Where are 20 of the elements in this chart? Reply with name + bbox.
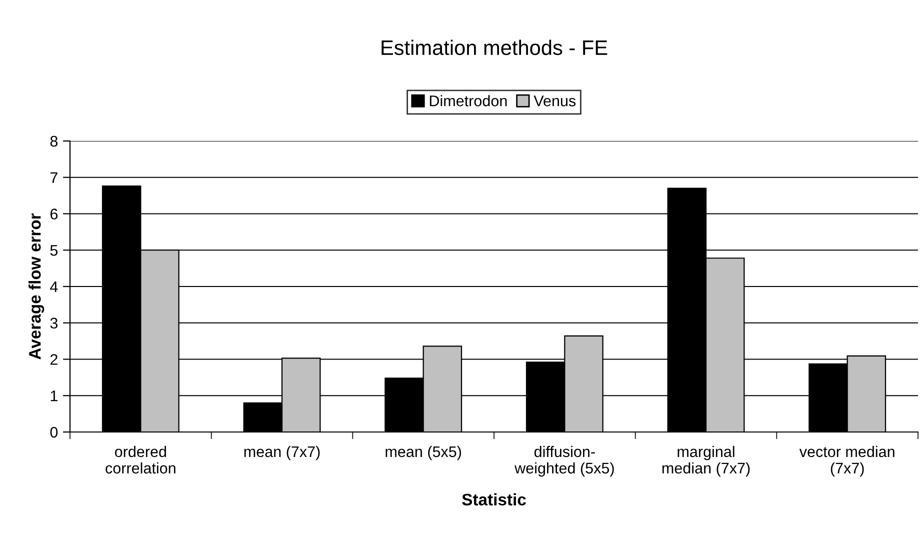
y-tick-label: 4	[50, 282, 58, 292]
x-tick-label: marginal median (7x7)	[662, 446, 750, 477]
y-tick-label: 5	[50, 245, 58, 256]
y-tick-label: 6	[50, 208, 58, 220]
x-axis-title: Statistic	[462, 493, 526, 506]
legend-label: Dimetrodon	[430, 95, 507, 106]
legend-label: Venus	[534, 96, 576, 106]
y-axis-title: Average flow error	[28, 213, 44, 360]
x-tick-label: diffusion- weighted (5x5)	[514, 446, 614, 477]
y-tick-label: 2	[50, 354, 58, 365]
y-tick-label: 3	[50, 318, 58, 329]
x-tick-label: ordered correlation	[106, 446, 176, 474]
y-tick-label: 8	[50, 136, 58, 147]
y-tick-label: 0	[50, 426, 58, 438]
x-tick-label: mean (7x7)	[244, 446, 320, 460]
chart-title: Estimation methods - FE	[382, 40, 608, 56]
y-tick-label: 7	[50, 172, 58, 183]
y-tick-label: 1	[50, 390, 58, 402]
x-tick-label: mean (5x5)	[386, 446, 462, 460]
x-tick-label: vector median (7x7)	[799, 446, 894, 477]
